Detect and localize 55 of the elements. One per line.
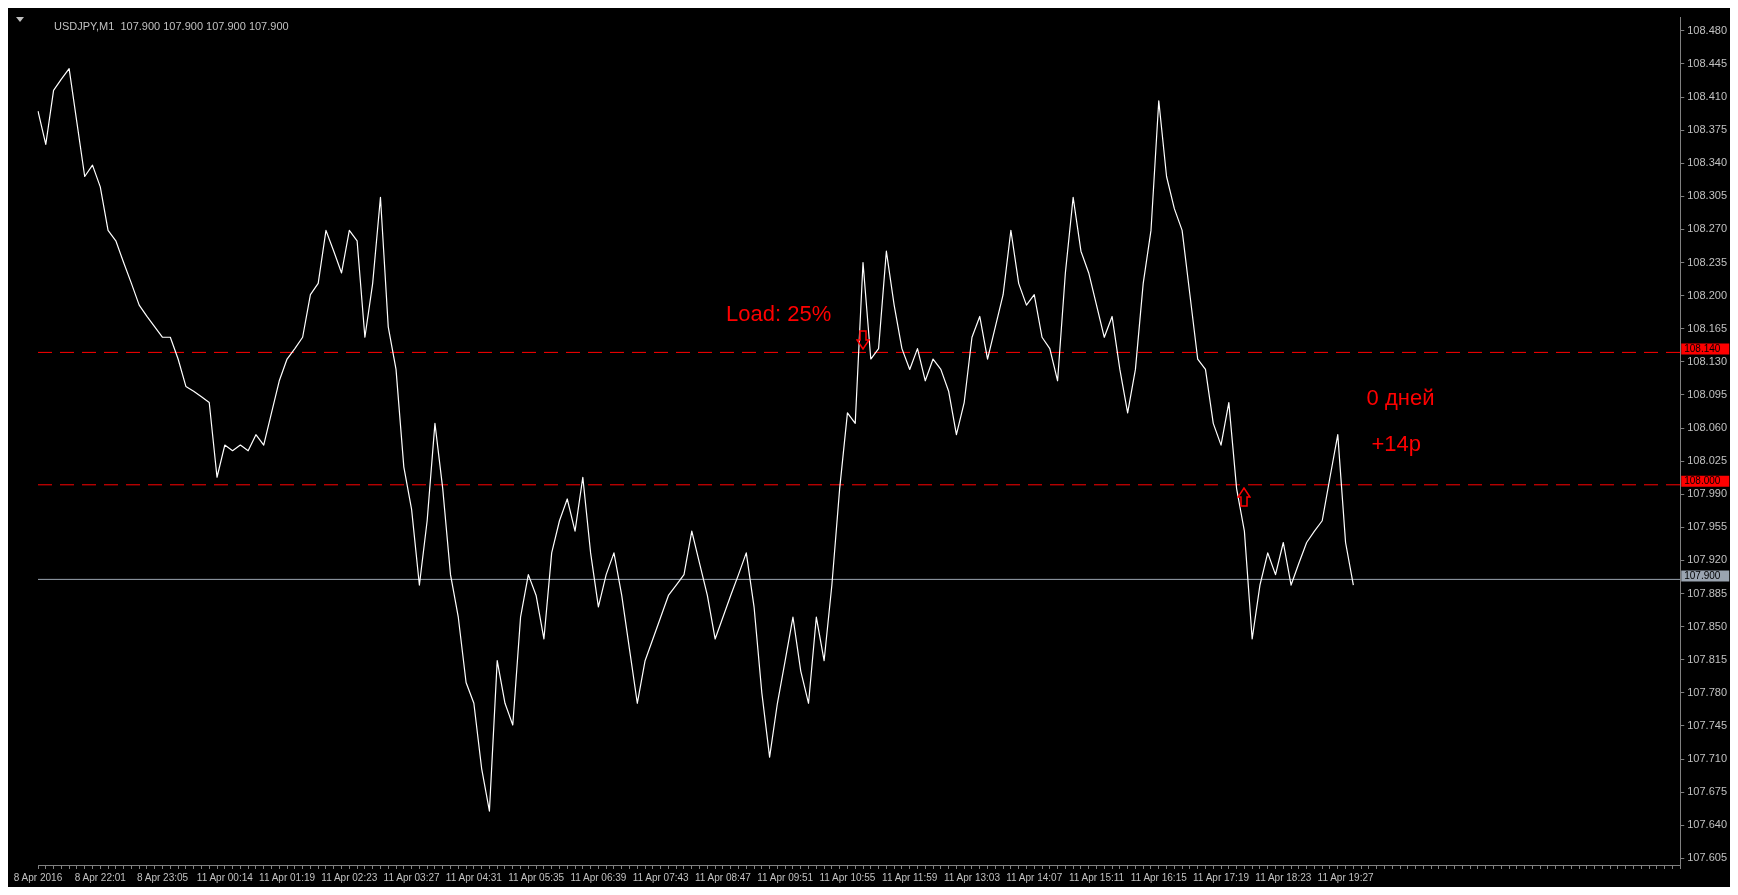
y-tick-label: 108.130 — [1687, 354, 1727, 367]
y-tick-label: 107.955 — [1687, 520, 1727, 533]
y-tick-label: 108.235 — [1687, 255, 1727, 268]
x-tick-label: 11 Apr 03:27 — [383, 871, 441, 883]
x-tick-label: 11 Apr 05:35 — [508, 871, 565, 883]
x-tick-label: 11 Apr 14:07 — [1006, 871, 1063, 883]
x-tick-label: 11 Apr 16:15 — [1130, 871, 1188, 883]
y-tick-label: 107.745 — [1687, 719, 1727, 731]
x-tick-label: 11 Apr 06:39 — [570, 871, 627, 883]
y-tick-label: 107.920 — [1687, 553, 1727, 566]
y-tick-label: 108.305 — [1687, 189, 1727, 202]
y-tick-label: 107.990 — [1687, 487, 1727, 500]
x-tick-label: 11 Apr 02:23 — [321, 871, 378, 883]
x-tick-label: 11 Apr 11:59 — [882, 871, 938, 883]
x-tick-label: 8 Apr 2016 — [13, 871, 63, 883]
y-tick-label: 107.710 — [1687, 752, 1727, 765]
x-tick-label: 11 Apr 17:19 — [1193, 871, 1250, 883]
y-tick-label: 108.095 — [1687, 387, 1727, 400]
x-tick-label: 11 Apr 00:14 — [196, 871, 254, 883]
annotation: +14р — [1371, 430, 1422, 456]
annotation: 0 дней — [1366, 384, 1435, 410]
ref-line-label: 107.900 — [1684, 569, 1721, 581]
y-tick-label: 107.885 — [1687, 586, 1727, 599]
x-tick-label: 11 Apr 19:27 — [1317, 871, 1374, 883]
x-tick-label: 11 Apr 01:19 — [259, 871, 316, 883]
x-tick-label: 11 Apr 18:23 — [1255, 871, 1312, 883]
y-tick-label: 107.815 — [1687, 652, 1727, 665]
y-tick-label: 108.200 — [1687, 288, 1727, 301]
y-tick-label: 108.480 — [1687, 23, 1727, 36]
x-tick-label: 11 Apr 04:31 — [445, 871, 503, 883]
x-tick-label: 8 Apr 22:01 — [74, 871, 127, 883]
x-tick-label: 11 Apr 10:55 — [819, 871, 876, 883]
y-tick-label: 108.270 — [1687, 222, 1727, 235]
x-tick-label: 11 Apr 08:47 — [694, 871, 752, 883]
x-tick-label: 11 Apr 07:43 — [632, 871, 690, 883]
annotation: Load: 25% — [726, 300, 832, 326]
ref-line-label: 108.140 — [1684, 342, 1721, 354]
chart-title: USDJPY,M1 107.900 107.900 107.900 107.900 — [54, 19, 289, 32]
y-tick-label: 107.605 — [1687, 851, 1727, 864]
x-tick-label: 11 Apr 09:51 — [757, 871, 814, 883]
y-tick-label: 107.675 — [1687, 785, 1727, 798]
y-tick-label: 108.375 — [1687, 123, 1727, 136]
y-tick-label: 108.445 — [1687, 56, 1727, 69]
y-tick-label: 108.060 — [1687, 421, 1727, 434]
y-tick-label: 107.640 — [1687, 818, 1727, 831]
x-tick-label: 8 Apr 23:05 — [136, 871, 189, 883]
y-tick-label: 107.850 — [1687, 619, 1727, 632]
y-tick-label: 108.340 — [1687, 156, 1727, 169]
ref-line-label: 108.000 — [1684, 475, 1721, 487]
y-tick-label: 108.165 — [1687, 321, 1727, 334]
y-tick-label: 107.780 — [1687, 685, 1727, 698]
y-tick-label: 108.410 — [1687, 90, 1727, 103]
x-tick-label: 11 Apr 15:11 — [1068, 871, 1125, 883]
x-tick-label: 11 Apr 13:03 — [943, 871, 1001, 883]
y-tick-label: 108.025 — [1687, 454, 1727, 467]
